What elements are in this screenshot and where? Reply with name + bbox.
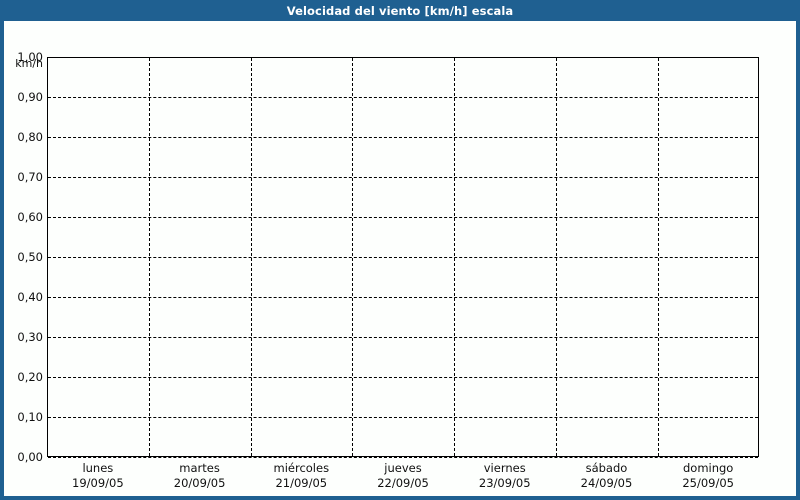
x-axis-date: 20/09/05 (173, 476, 226, 490)
x-gridline (352, 58, 354, 456)
y-gridline (48, 257, 758, 259)
x-axis-date: 25/09/05 (682, 476, 734, 490)
x-axis-date: 23/09/05 (478, 476, 531, 490)
y-axis-unit-label: km/h (15, 57, 43, 70)
y-axis-tick-label: 0,30 (17, 330, 43, 344)
x-axis-day-name: domingo (682, 461, 734, 475)
x-axis-date: 19/09/05 (72, 476, 124, 490)
y-gridline (48, 297, 758, 299)
x-gridline (454, 58, 456, 456)
window-title-bar: Velocidad del viento [km/h] escala (4, 0, 796, 21)
y-axis-tick-label: 1,00 (17, 50, 43, 64)
x-axis-tick-label: domingo 25/09/05 (657, 461, 759, 495)
x-axis-tick-label: viernes 23/09/05 (454, 461, 556, 495)
x-gridline (555, 58, 557, 456)
x-axis-tick-label: sábado 24/09/05 (556, 461, 658, 495)
x-axis-day-name: martes (179, 461, 220, 475)
y-gridline (48, 377, 758, 379)
y-axis-tick-label: 0,90 (17, 90, 43, 104)
x-axis-tick-label: lunes 19/09/05 (47, 461, 149, 495)
y-axis-tick-label: 0,80 (17, 130, 43, 144)
y-axis-tick-label: 0,50 (17, 250, 43, 264)
plot-area (47, 57, 759, 459)
y-axis-tick-label: 0,00 (17, 450, 43, 464)
x-gridline (657, 58, 659, 456)
y-axis-tick-label: 0,10 (17, 410, 43, 424)
x-axis-day-name: sábado (585, 461, 628, 475)
y-gridline (48, 457, 758, 459)
y-axis-tick-label: 0,70 (17, 170, 43, 184)
y-gridline (48, 417, 758, 419)
x-gridline (250, 58, 252, 456)
y-gridline (48, 177, 758, 179)
x-axis-labels: lunes 19/09/05 martes 20/09/05 miércoles 21/0… (47, 461, 759, 495)
x-axis-tick-label: martes 20/09/05 (149, 461, 251, 495)
x-axis-tick-label: miércoles 21/09/05 (250, 461, 352, 495)
chart-area: km/h 1,00 0,90 0,80 0,70 0,60 0,50 0,40 0,30 0,2… (4, 21, 796, 496)
x-axis-date: 24/09/05 (580, 476, 633, 490)
y-gridline (48, 137, 758, 139)
x-axis-date: 22/09/05 (377, 476, 429, 490)
y-axis-labels: km/h 1,00 0,90 0,80 0,70 0,60 0,50 0,40 0,30 0,2… (4, 50, 43, 464)
x-axis-day-name: miércoles (273, 461, 330, 475)
page-title: Velocidad del viento [km/h] escala (286, 3, 514, 18)
y-axis-tick-label: 0,60 (17, 210, 43, 224)
y-gridline (48, 217, 758, 219)
y-axis-tick-label: 0,40 (17, 290, 43, 304)
x-axis-day-name: jueves (384, 461, 422, 475)
y-axis-tick-label: 0,20 (17, 370, 43, 384)
y-gridline (48, 97, 758, 99)
x-axis-day-name: viernes (483, 461, 526, 475)
x-axis-day-name: lunes (82, 461, 114, 475)
y-gridline (48, 337, 758, 339)
x-axis-tick-label: jueves 22/09/05 (352, 461, 454, 495)
x-gridline (149, 58, 151, 456)
y-gridline (48, 57, 758, 59)
x-axis-date: 21/09/05 (275, 476, 328, 490)
